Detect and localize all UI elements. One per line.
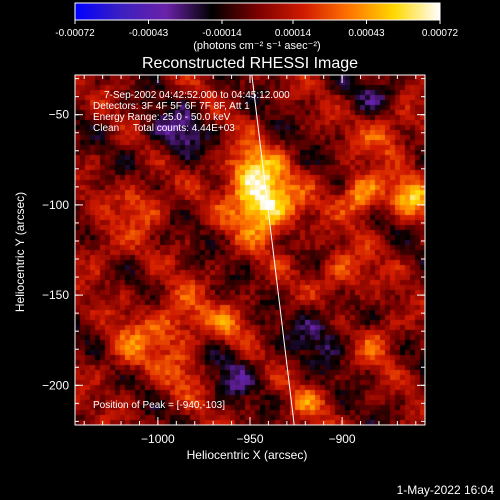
colorbar-tick-label: 0.00014 — [275, 28, 312, 39]
heatmap-image — [75, 75, 425, 425]
colorbar-tick-label: -0.00072 — [55, 28, 95, 39]
info-line-energy: Energy Range: 25.0 - 50.0 keV — [93, 112, 231, 123]
y-tick-label: −200 — [42, 378, 69, 392]
colorbar-ticks: -0.00072 -0.00043 -0.00014 0.00014 0.00043 0.… — [55, 20, 459, 39]
x-tick-label: −1000 — [141, 432, 175, 446]
colorbar-tick-label: 0.00072 — [422, 28, 459, 39]
y-tick-label: −100 — [42, 198, 69, 212]
colorbar-tick-label: -0.00014 — [202, 28, 242, 39]
info-block: 7-Sep-2002 04:42:52.000 to 04:45:12.000 … — [93, 90, 290, 134]
axis-ticks: −1000 −950 −900 −50 −100 −150 −200 — [42, 75, 425, 446]
x-tick-label: −950 — [236, 432, 263, 446]
chart-title: Reconstructed RHESSI Image — [142, 55, 358, 72]
y-axis-label: Heliocentric Y (arcsec) — [13, 192, 27, 312]
y-tick-label: −50 — [49, 108, 70, 122]
footer-date: 1-May-2022 16:04 — [397, 483, 495, 497]
info-line-counts: Clean Total counts: 4.44E+03 — [93, 123, 235, 134]
colorbar-tick-label: 0.00043 — [348, 28, 385, 39]
info-line-time: 7-Sep-2002 04:42:52.000 to 04:45:12.000 — [104, 90, 290, 101]
colorbar-tick-label: -0.00043 — [129, 28, 169, 39]
colorbar — [74, 2, 441, 21]
x-tick-label: −900 — [329, 432, 356, 446]
colorbar-unit-label: (photons cm⁻² s⁻¹ asec⁻²) — [193, 40, 320, 52]
plot-clip-group — [75, 75, 425, 425]
peak-position-text: Position of Peak = [-940,-103] — [93, 400, 225, 411]
solar-limb-line — [251, 75, 295, 425]
y-tick-label: −150 — [42, 288, 69, 302]
info-line-detectors: Detectors: 3F 4F 5F 6F 7F 8F, Att 1 — [93, 101, 250, 112]
x-axis-label: Heliocentric X (arcsec) — [187, 448, 308, 462]
